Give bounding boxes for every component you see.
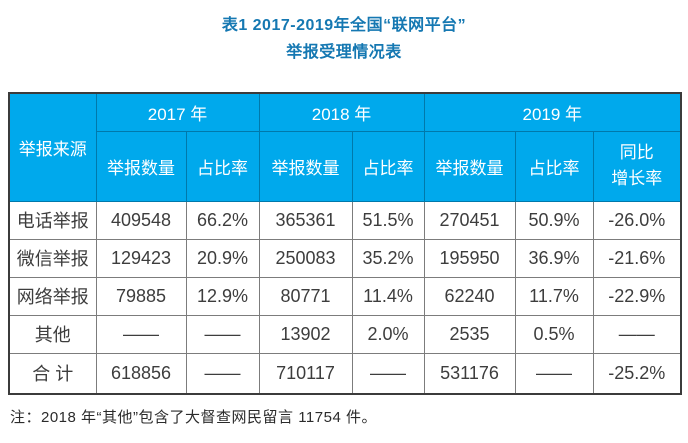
cell-value: 365361 bbox=[258, 200, 353, 240]
header-row-years: 举报来源 2017 年 2018 年 2019 年 bbox=[8, 92, 682, 202]
cell-value: 35.2% bbox=[351, 238, 425, 278]
cell-value: —— bbox=[351, 352, 425, 395]
row-label: 网络举报 bbox=[8, 276, 97, 316]
year-header-2017: 2017 年 bbox=[95, 92, 260, 132]
cell-value: 270451 bbox=[423, 200, 516, 240]
col-header-count-2018: 举报数量 bbox=[258, 130, 353, 202]
cell-value: 51.5% bbox=[351, 200, 425, 240]
cell-value: 12.9% bbox=[185, 276, 260, 316]
cell-value: -21.6% bbox=[592, 238, 682, 278]
cell-value: —— bbox=[185, 352, 260, 395]
cell-value: 618856 bbox=[95, 352, 187, 395]
table-row-phone: 电话举报 409548 66.2% 365361 51.5% 270451 50… bbox=[8, 200, 682, 240]
cell-value: 62240 bbox=[423, 276, 516, 316]
year-header-2018: 2018 年 bbox=[258, 92, 425, 132]
page-title-line2: 举报受理情况表 bbox=[286, 44, 402, 61]
header-row-subcolumns: 举报数量 占比率 举报数量 占比率 举报数量 占比率 同比 增长率 bbox=[9, 130, 682, 202]
cell-value: 250083 bbox=[258, 238, 353, 278]
row-label: 电话举报 bbox=[8, 200, 97, 240]
cell-value: 66.2% bbox=[185, 200, 260, 240]
row-label: 其他 bbox=[8, 314, 97, 354]
cell-value: 20.9% bbox=[185, 238, 260, 278]
cell-value: —— bbox=[95, 314, 187, 354]
table-row-other: 其他 —— —— 13902 2.0% 2535 0.5% —— bbox=[8, 314, 682, 354]
col-header-ratio-2018: 占比率 bbox=[351, 130, 425, 202]
col-header-ratio-2019: 占比率 bbox=[514, 130, 594, 202]
cell-value: 13902 bbox=[258, 314, 353, 354]
cell-value: 531176 bbox=[423, 352, 516, 395]
cell-value: 2.0% bbox=[351, 314, 425, 354]
cell-value: —— bbox=[592, 314, 682, 354]
cell-value: 409548 bbox=[95, 200, 187, 240]
cell-value: 11.7% bbox=[514, 276, 594, 316]
cell-value: 195950 bbox=[423, 238, 516, 278]
row-label: 合 计 bbox=[8, 352, 97, 395]
cell-value: -26.0% bbox=[592, 200, 682, 240]
col-header-yoy-growth: 同比 增长率 bbox=[592, 130, 682, 202]
table-row-wechat: 微信举报 129423 20.9% 250083 35.2% 195950 36… bbox=[8, 238, 682, 278]
cell-value: 11.4% bbox=[351, 276, 425, 316]
cell-value: 0.5% bbox=[514, 314, 594, 354]
corner-header-report-source: 举报来源 bbox=[8, 92, 97, 202]
cell-value: 129423 bbox=[95, 238, 187, 278]
cell-value: 79885 bbox=[95, 276, 187, 316]
table-row-web: 网络举报 79885 12.9% 80771 11.4% 62240 11.7%… bbox=[8, 276, 682, 316]
col-header-count-2019: 举报数量 bbox=[423, 130, 516, 202]
cell-value: -25.2% bbox=[592, 352, 682, 395]
cell-value: -22.9% bbox=[592, 276, 682, 316]
page-title-line1: 表1 2017-2019年全国“联网平台” bbox=[221, 17, 467, 34]
report-table: 举报来源 2017 年 2018 年 2019 年 举报数量 占比率 举报数量 … bbox=[8, 92, 683, 395]
cell-value: 36.9% bbox=[514, 238, 594, 278]
cell-value: 80771 bbox=[258, 276, 353, 316]
table-row-total: 合 计 618856 —— 710117 —— 531176 —— -25.2% bbox=[8, 352, 682, 395]
cell-value: —— bbox=[185, 314, 260, 354]
cell-value: 2535 bbox=[423, 314, 516, 354]
cell-value: 50.9% bbox=[514, 200, 594, 240]
page-title: 表1 2017-2019年全国“联网平台” 举报受理情况表 bbox=[0, 0, 688, 66]
year-header-2019: 2019 年 bbox=[423, 92, 682, 132]
col-header-ratio-2017: 占比率 bbox=[185, 130, 260, 202]
cell-value: —— bbox=[514, 352, 594, 395]
col-header-count-2017: 举报数量 bbox=[95, 130, 187, 202]
cell-value: 710117 bbox=[258, 352, 353, 395]
table-note: 注：2018 年“其他”包含了大督查网民留言 11754 件。 bbox=[10, 409, 377, 426]
row-label: 微信举报 bbox=[8, 238, 97, 278]
